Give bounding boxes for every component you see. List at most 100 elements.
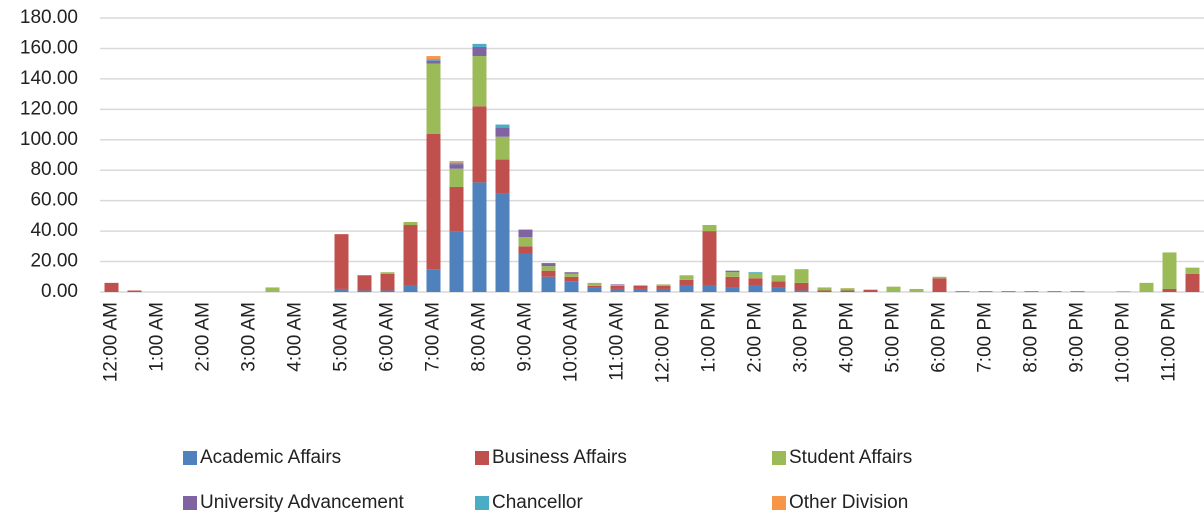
bar-segment	[426, 133, 441, 270]
x-tick-label: 3:00 AM	[239, 302, 260, 372]
bar-segment	[748, 273, 763, 279]
bar-segment	[403, 221, 418, 226]
y-tick-label: 40.00	[30, 220, 78, 241]
bar-segment	[357, 275, 372, 291]
y-tick-label: 80.00	[30, 159, 78, 180]
legend-swatch	[475, 496, 489, 510]
bar-segment	[610, 285, 625, 286]
x-tick-label: 11:00 PM	[1159, 302, 1180, 382]
bar-segment	[794, 269, 809, 283]
bar-segment	[426, 60, 441, 64]
bar-segment	[978, 291, 993, 292]
bar-segment	[426, 269, 441, 292]
bar-segment	[587, 285, 602, 288]
bar-segment	[1001, 291, 1016, 292]
x-tick-label: 7:00 PM	[975, 302, 996, 373]
x-tick-label: 5:00 AM	[331, 302, 352, 372]
legend-label: Academic Affairs	[200, 447, 341, 468]
bar-segment	[1162, 288, 1177, 292]
bar-segment	[495, 124, 510, 128]
bar-segment	[863, 289, 878, 292]
bar-segment	[909, 288, 924, 292]
x-tick-label: 12:00 AM	[101, 302, 122, 382]
bar-segment	[679, 285, 694, 292]
bar-segment	[794, 290, 809, 292]
bar-segment	[702, 225, 717, 232]
bar-segment	[449, 231, 464, 292]
x-tick-label: 4:00 PM	[837, 302, 858, 373]
bar-segment	[403, 285, 418, 292]
bar-segment	[817, 287, 832, 291]
bar-segment	[449, 186, 464, 232]
x-tick-label: 7:00 AM	[423, 302, 444, 372]
bar-segment	[449, 164, 464, 169]
bar-segment	[518, 229, 533, 238]
y-tick-label: 120.00	[20, 98, 78, 119]
bar-segment	[472, 106, 487, 183]
bar-segment	[725, 276, 740, 288]
bar-segment	[495, 127, 510, 137]
legend-label: Other Division	[789, 492, 908, 513]
bar-segment	[564, 272, 579, 274]
x-tick-label: 2:00 AM	[193, 302, 214, 372]
bar-segment	[771, 275, 786, 282]
bar-segment	[472, 46, 487, 57]
legend-label: Student Affairs	[789, 447, 912, 468]
legend-swatch	[183, 496, 197, 510]
x-tick-label: 9:00 PM	[1067, 302, 1088, 373]
bar-segment	[840, 290, 855, 292]
y-tick-label: 160.00	[20, 37, 78, 58]
bar-segment	[127, 290, 142, 292]
bar-segment	[518, 237, 533, 247]
bar-segment	[518, 253, 533, 292]
bar-segment	[334, 288, 349, 292]
bar-segment	[380, 290, 395, 292]
y-tick-label: 180.00	[20, 7, 78, 28]
bar-segment	[1047, 291, 1062, 292]
bar-segment	[679, 275, 694, 280]
legend-label: Business Affairs	[492, 447, 627, 468]
y-tick-label: 60.00	[30, 190, 78, 211]
bar-segment	[633, 285, 648, 289]
x-tick-label: 8:00 PM	[1021, 302, 1042, 373]
bar-segment	[702, 231, 717, 286]
bar-segment	[380, 272, 395, 274]
x-tick-label: 2:00 PM	[745, 302, 766, 373]
bar-segment	[886, 286, 901, 292]
bar-segment	[656, 288, 671, 292]
bar-segment	[495, 136, 510, 160]
legend-swatch	[772, 496, 786, 510]
bar-segment	[541, 270, 556, 277]
legend-swatch	[772, 451, 786, 465]
bar-segment	[817, 290, 832, 292]
bar-segment	[748, 278, 763, 286]
bar-segment	[725, 270, 740, 273]
x-tick-label: 11:00 AM	[607, 302, 628, 381]
bar-segment	[587, 287, 602, 292]
bar-segment	[541, 263, 556, 267]
bar-segment	[1162, 252, 1177, 289]
bar-segment	[564, 281, 579, 292]
bar-segment	[748, 272, 763, 274]
bar-segment	[633, 285, 648, 286]
bar-segment	[564, 276, 579, 282]
bar-segment	[426, 56, 441, 60]
bar-segment	[610, 288, 625, 292]
bar-segment	[1185, 273, 1200, 292]
bar-segment	[472, 182, 487, 292]
legend-label: University Advancement	[200, 492, 405, 513]
bar-segment	[495, 159, 510, 194]
bar-segment	[610, 285, 625, 289]
bar-segment	[357, 290, 372, 292]
bar-segment	[587, 282, 602, 286]
bar-segment	[771, 281, 786, 288]
bar-segment	[472, 56, 487, 107]
bar-segment	[955, 291, 970, 292]
x-tick-label: 1:00 AM	[147, 302, 168, 372]
x-tick-label: 10:00 AM	[561, 302, 582, 382]
bar-segment	[449, 162, 464, 165]
x-tick-label: 4:00 AM	[285, 302, 306, 372]
bar-segment	[610, 284, 625, 286]
legend-label: Chancellor	[492, 492, 583, 513]
